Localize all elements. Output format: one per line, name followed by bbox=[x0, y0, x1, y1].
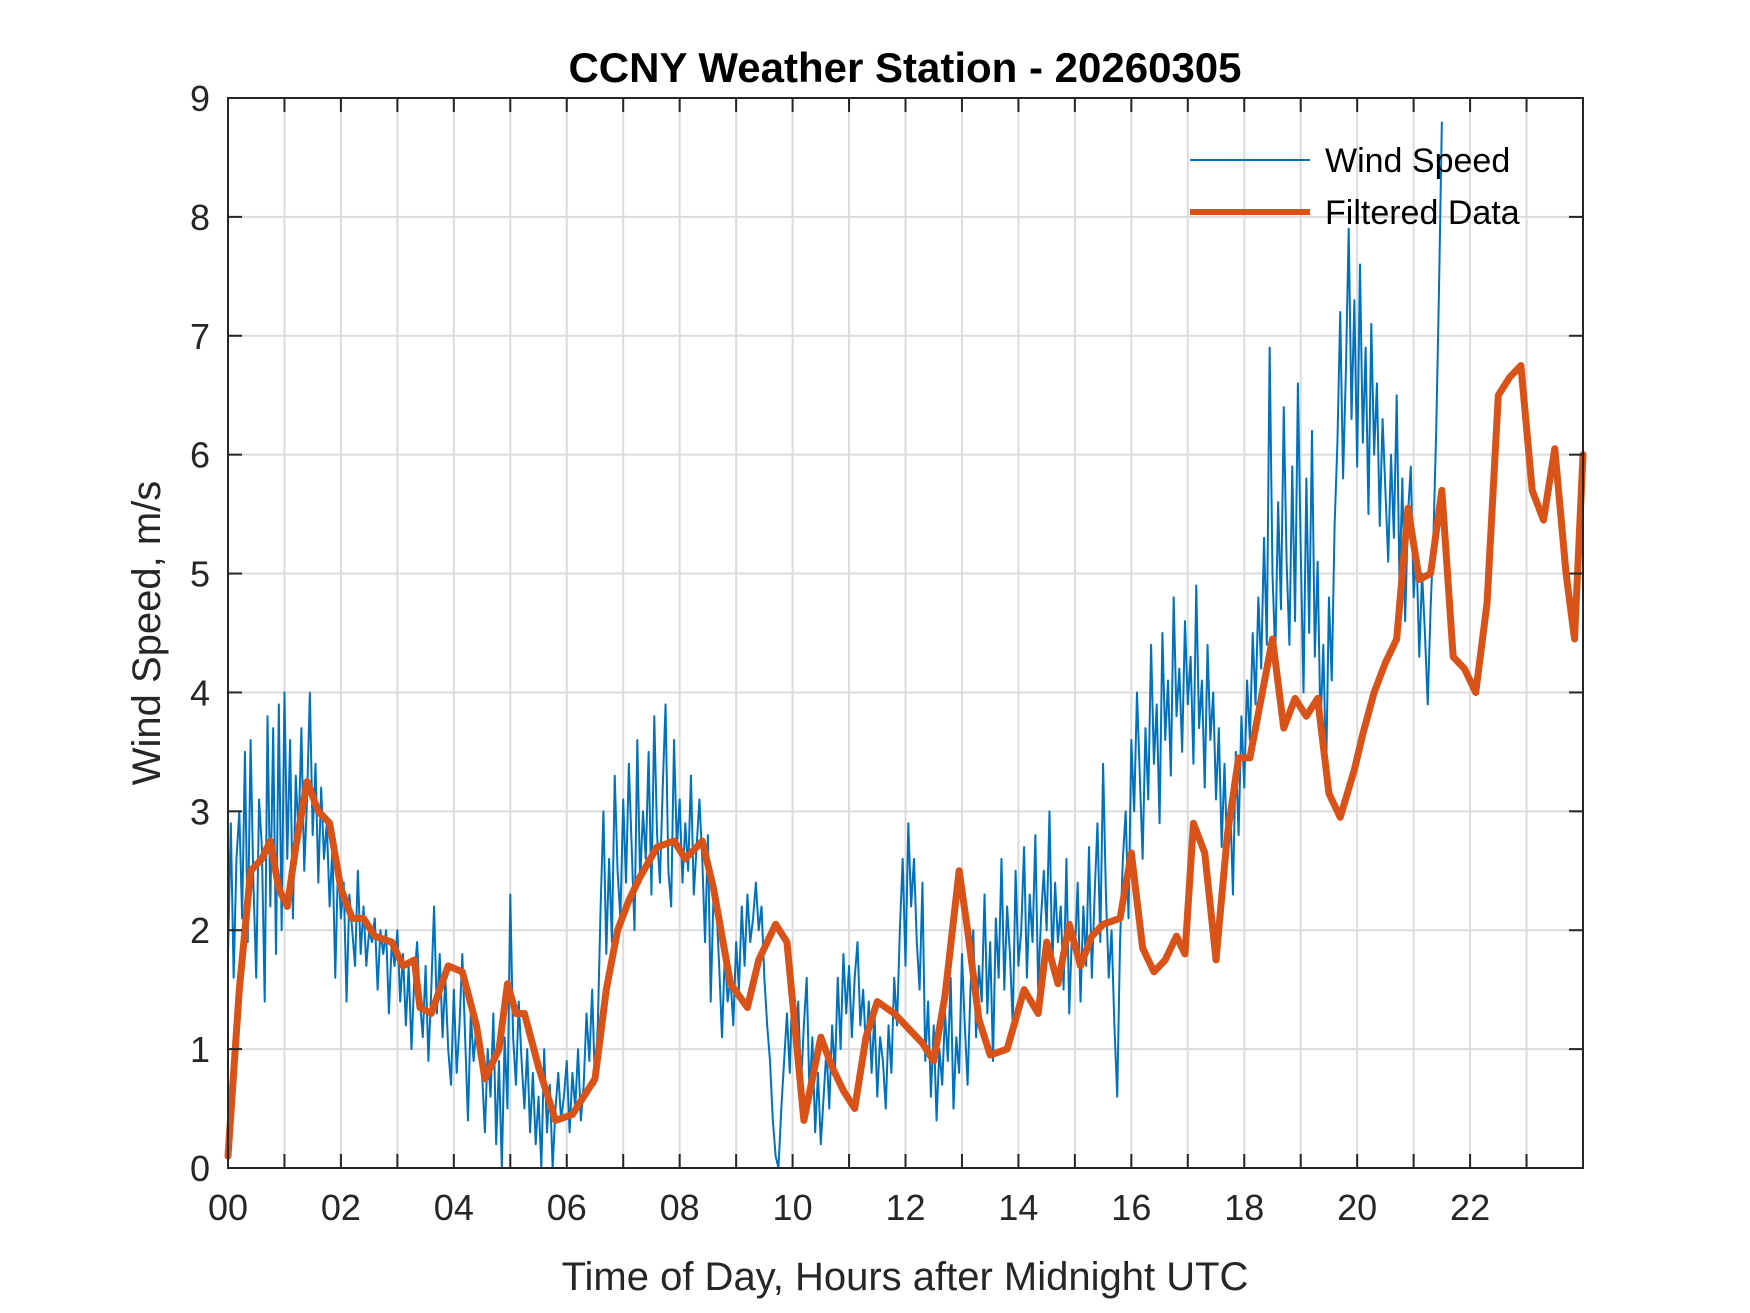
series-filtered-data bbox=[224, 362, 1587, 1160]
y-tick-label: 6 bbox=[190, 435, 210, 476]
filtered-data-line bbox=[224, 362, 1587, 1160]
x-tick-label: 04 bbox=[434, 1187, 474, 1228]
x-tick-labels: 00 02 04 06 08 10 12 14 16 18 20 22 bbox=[208, 1187, 1490, 1228]
legend-label-wind-speed: Wind Speed bbox=[1325, 142, 1510, 180]
y-tick-label: 9 bbox=[190, 78, 210, 119]
y-tick-label: 3 bbox=[190, 791, 210, 832]
y-tick-label: 4 bbox=[190, 672, 210, 713]
x-tick-label: 02 bbox=[321, 1187, 361, 1228]
x-tick-label: 08 bbox=[660, 1187, 700, 1228]
x-tick-label: 10 bbox=[773, 1187, 813, 1228]
x-tick-label: 00 bbox=[208, 1187, 248, 1228]
x-axis-label: Time of Day, Hours after Midnight UTC bbox=[562, 1255, 1249, 1299]
y-tick-label: 0 bbox=[190, 1148, 210, 1189]
y-tick-label: 7 bbox=[190, 316, 210, 357]
y-tick-label: 5 bbox=[190, 554, 210, 595]
x-tick-label: 14 bbox=[998, 1187, 1038, 1228]
legend: Wind Speed Filtered Data bbox=[1190, 142, 1520, 232]
y-tick-label: 8 bbox=[190, 197, 210, 238]
x-tick-label: 20 bbox=[1337, 1187, 1377, 1228]
chart-title: CCNY Weather Station - 20260305 bbox=[568, 44, 1241, 91]
ticks bbox=[228, 98, 1583, 1168]
x-tick-label: 06 bbox=[547, 1187, 587, 1228]
y-axis-label: Wind Speed, m/s bbox=[125, 481, 169, 786]
y-tick-label: 2 bbox=[190, 910, 210, 951]
legend-label-filtered-data: Filtered Data bbox=[1325, 194, 1520, 232]
y-tick-label: 1 bbox=[190, 1029, 210, 1070]
y-tick-labels: 0 1 2 3 4 5 6 7 8 9 bbox=[190, 78, 210, 1189]
x-tick-label: 18 bbox=[1224, 1187, 1264, 1228]
x-tick-label: 16 bbox=[1111, 1187, 1151, 1228]
x-tick-label: 12 bbox=[885, 1187, 925, 1228]
x-tick-label: 22 bbox=[1450, 1187, 1490, 1228]
